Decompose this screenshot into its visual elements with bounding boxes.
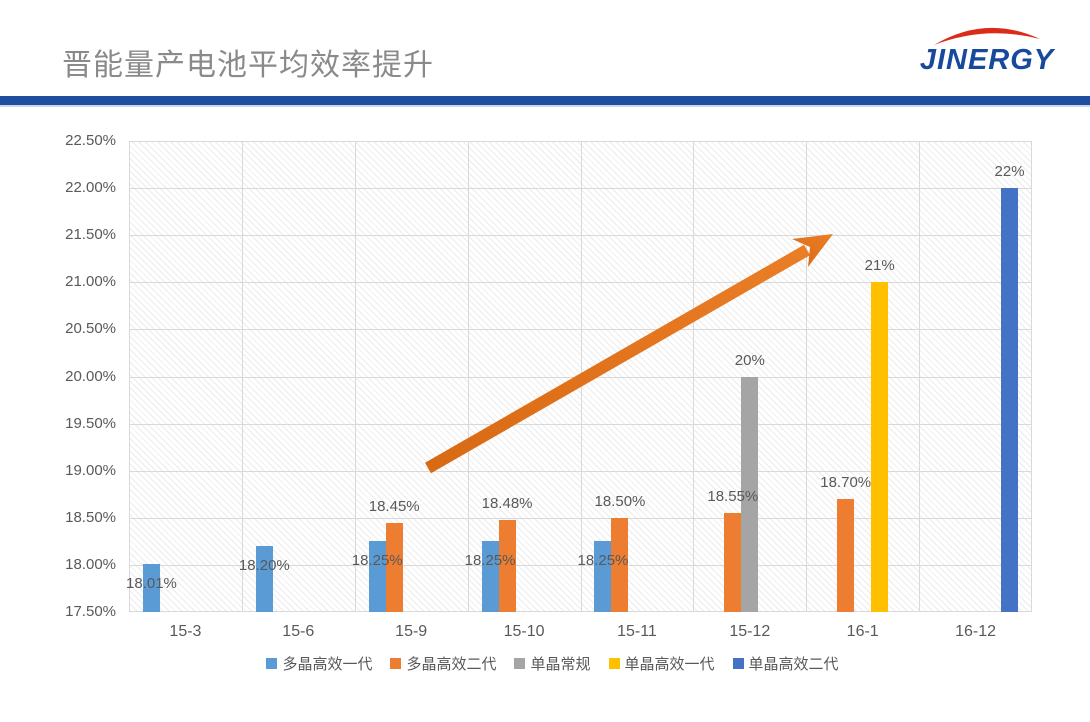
y-axis-tick-label: 22.00% [65,179,116,197]
data-label-多晶高效一代-15-9: 18.25% [351,552,403,570]
legend-item-单晶常规: 单晶常规 [514,653,591,674]
legend-swatch-icon [390,658,402,669]
bar-多晶高效一代-15-10 [481,541,499,612]
y-axis-tick-label: 19.50% [65,414,116,432]
x-axis-tick-label: 15-11 [617,623,657,640]
legend-item-单晶高效一代: 单晶高效一代 [608,653,715,674]
y-axis-tick-label: 18.50% [65,508,116,526]
data-label-多晶高效一代-15-11: 18.25% [577,552,629,570]
gridline-vertical [467,141,469,612]
data-label-多晶高效一代-15-6: 18.20% [238,557,290,575]
bar-多晶高效二代-15-9 [385,522,403,612]
x-axis-tick-label: 15-9 [395,623,428,640]
legend-label: 单晶常规 [530,656,591,673]
legend-label: 单晶高效二代 [748,656,839,673]
bar-单晶高效一代-16-1 [871,282,889,612]
gridline-vertical [241,141,243,612]
y-axis-tick-label: 21.50% [65,226,116,244]
data-label-多晶高效一代-15-3: 18.01% [126,574,177,592]
legend-label: 多晶高效二代 [406,656,497,673]
bar-多晶高效二代-15-11 [611,517,629,612]
bar-多晶高效一代-15-9 [368,541,386,612]
legend-label: 单晶高效一代 [624,656,715,673]
bar-多晶高效二代-16-1 [837,498,855,612]
y-axis-tick-label: 18.00% [65,555,116,573]
y-axis-tick-label: 20.50% [65,320,116,338]
x-axis-tick-label: 15-10 [503,623,545,640]
logo-red-arc-icon [934,27,1040,45]
logo-text: JINERGY [919,44,1055,76]
y-axis-tick-label: 19.00% [65,461,116,479]
data-label-单晶高效一代-16-1: 21% [864,257,895,275]
x-axis-tick-label: 15-3 [169,623,202,640]
gridline-vertical [354,141,356,612]
bar-多晶高效一代-15-11 [594,541,612,612]
gridline-vertical [580,141,582,612]
page-title: 晋能量产电池平均效率提升 [62,49,434,82]
legend-item-单晶高效二代: 单晶高效二代 [732,653,839,674]
data-label-多晶高效二代-15-9: 18.45% [368,497,420,515]
gridline-vertical [919,141,921,612]
data-label-单晶常规-15-12: 20% [734,351,765,369]
data-label-多晶高效二代-15-10: 18.48% [481,494,533,512]
legend-swatch-icon [608,658,620,669]
legend-swatch-icon [266,658,278,669]
legend-item-多晶高效二代: 多晶高效二代 [390,653,496,674]
gridline-vertical [806,141,808,612]
x-axis-tick-label: 15-12 [729,623,771,640]
legend-swatch-icon [514,658,526,669]
x-axis-tick-label: 16-1 [846,623,879,640]
y-axis-tick-label: 17.50% [65,603,116,620]
bar-多晶高效二代-15-12 [724,513,742,612]
data-label-多晶高效一代-15-10: 18.25% [464,552,516,570]
y-axis-tick-label: 20.00% [65,367,116,385]
bar-多晶高效一代-15-3 [142,563,160,612]
data-label-多晶高效二代-15-12: 18.55% [707,488,759,506]
chart-legend: 多晶高效一代 多晶高效二代 单晶常规 单晶高效一代 单晶高效二代 [101,653,1004,674]
data-label-多晶高效二代-15-11: 18.50% [594,492,646,510]
y-axis-tick-label: 21.00% [65,273,116,291]
data-label-单晶高效二代-16-12: 22% [994,163,1025,181]
header-divider [0,96,1090,107]
legend-item-多晶高效一代: 多晶高效一代 [266,653,372,674]
bar-单晶高效二代-16-12 [1001,188,1019,612]
gridline-vertical [693,141,695,612]
x-axis-tick-label: 16-12 [955,623,997,640]
bar-多晶高效二代-15-10 [498,519,516,612]
legend-label: 多晶高效一代 [282,656,373,673]
legend-swatch-icon [732,658,744,669]
x-axis-tick-label: 15-6 [282,623,315,640]
y-axis-tick-label: 22.50% [65,132,116,149]
data-label-多晶高效二代-16-1: 18.70% [820,473,872,491]
bar-多晶高效一代-15-6 [255,546,273,612]
jinergy-logo: JINERGY [912,12,1062,82]
